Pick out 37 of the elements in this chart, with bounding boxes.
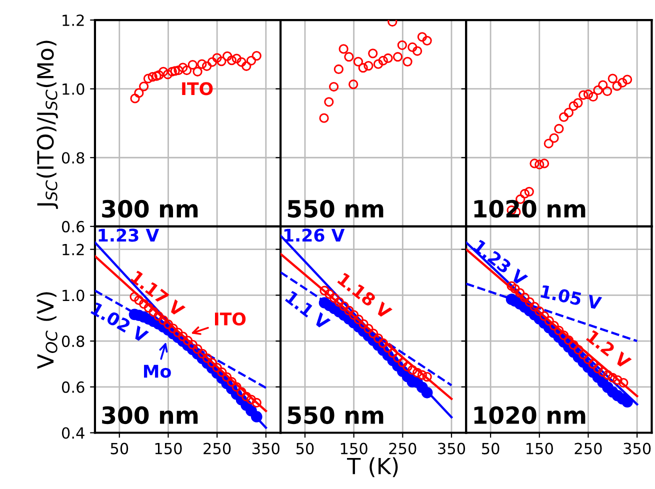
- annotation: 1.23 V: [98, 228, 160, 242]
- x-tick-label: 50: [110, 442, 128, 454]
- annotation: ITO: [182, 82, 213, 96]
- annotation: 1.26 V: [284, 228, 345, 242]
- x-axis-title: T (K): [347, 457, 398, 478]
- annotation: 300 nm: [102, 200, 198, 218]
- x-tick-label: 250: [574, 442, 602, 454]
- y-tick-label: 1.0: [62, 83, 84, 95]
- y-tick-label: 0.8: [62, 152, 84, 164]
- x-tick-label: 150: [526, 442, 553, 454]
- x-tick-label: 50: [296, 442, 314, 454]
- x-tick-label: 150: [340, 442, 368, 454]
- x-tick-label: 250: [389, 442, 416, 454]
- x-tick-label: 250: [204, 442, 231, 454]
- annotation: Mo: [144, 364, 171, 378]
- annotation: 300 nm: [102, 406, 198, 424]
- y-tick-label: 1.0: [62, 290, 84, 302]
- y-axis-title: J$_{SC}$(ITO)/J$_{SC}$(Mo): [36, 40, 58, 209]
- y-tick-label: 0.8: [62, 336, 84, 348]
- annotation: 550 nm: [288, 200, 384, 218]
- y-tick-label: 0.4: [62, 427, 84, 439]
- x-tick-label: 350: [252, 442, 280, 454]
- y-axis-title: V$_{OC}$ (V): [36, 292, 58, 369]
- x-tick-label: 350: [438, 442, 466, 454]
- x-tick-label: 50: [482, 442, 500, 454]
- x-tick-label: 350: [624, 442, 651, 454]
- annotation: 1.2 V: [586, 330, 632, 370]
- annotation: 1020 nm: [474, 406, 586, 424]
- annotation: ITO: [214, 312, 246, 326]
- y-tick-label: 0.6: [62, 220, 84, 232]
- y-tick-label: 1.2: [62, 14, 84, 26]
- y-tick-label: 1.2: [62, 244, 84, 256]
- x-tick-label: 150: [155, 442, 182, 454]
- annotation: 1.05 V: [540, 284, 602, 310]
- annotation: 550 nm: [288, 406, 384, 424]
- y-tick-label: 0.6: [62, 381, 84, 393]
- annotation: 1.1 V: [284, 290, 331, 330]
